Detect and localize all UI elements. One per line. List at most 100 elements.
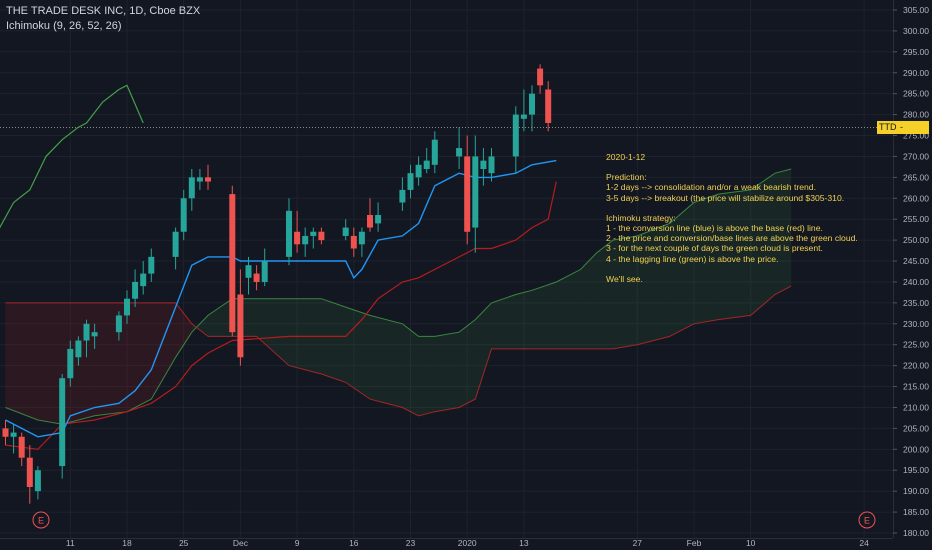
candle-up — [488, 148, 495, 182]
candle-body — [180, 198, 187, 232]
candle-body — [18, 436, 25, 458]
base-line — [5, 181, 557, 450]
candle-up — [67, 340, 74, 387]
candle-up — [407, 164, 414, 199]
price-tag-value: 277.76 — [879, 135, 907, 145]
candle-up — [399, 177, 406, 211]
candle-down — [253, 265, 260, 291]
candle-down — [237, 269, 244, 366]
candle-up — [83, 319, 90, 358]
candle-up — [124, 290, 130, 324]
y-tick-label: 295.00 — [903, 47, 929, 57]
candle-up — [512, 106, 519, 174]
y-tick-label: 200.00 — [903, 444, 929, 454]
candle-body — [75, 340, 82, 358]
earnings-marker-2[interactable]: E — [858, 511, 876, 529]
note-prediction-line-1: 1-2 days --> consolidation and/or a weak… — [606, 182, 816, 193]
y-tick-label: 230.00 — [903, 319, 929, 329]
time-axis[interactable] — [0, 538, 893, 550]
y-tick-label: 215.00 — [903, 382, 929, 392]
y-tick-label: 260.00 — [903, 193, 929, 203]
cloud-segment — [434, 332, 460, 412]
candle-body — [407, 173, 414, 190]
candle-body — [431, 139, 438, 165]
earnings-marker-2-label: E — [864, 516, 870, 526]
cloud-segment — [637, 223, 670, 345]
cloud-segment — [208, 298, 233, 337]
cloud-segment — [5, 302, 38, 421]
cloud-segment — [256, 298, 289, 366]
earnings-marker-1-label: E — [38, 516, 44, 526]
cloud-segment — [321, 298, 346, 383]
candle-down — [318, 227, 325, 245]
candle-up — [431, 131, 438, 174]
candle-down — [350, 227, 357, 257]
candle-up — [148, 248, 155, 282]
candle-body — [237, 294, 244, 358]
x-tick-label: 13 — [519, 538, 529, 548]
y-tick-label: 275.00 — [903, 131, 929, 141]
note-date: 2020-1-12 — [606, 152, 646, 162]
cloud-segment — [515, 290, 532, 349]
x-tick-label: 23 — [406, 538, 416, 548]
candle-up — [196, 168, 203, 190]
candle-body — [350, 235, 357, 249]
cloud-segment — [532, 281, 557, 349]
candle-down — [367, 198, 373, 232]
candle-body — [358, 231, 365, 245]
ichimoku-lines — [0, 84, 792, 450]
price-axis[interactable] — [893, 0, 932, 538]
cloud-segment — [491, 294, 516, 349]
candle-body — [415, 164, 422, 178]
candle-up — [520, 89, 527, 132]
y-tick-label: 210.00 — [903, 402, 929, 412]
candle-up — [59, 374, 66, 479]
candle-up — [115, 311, 122, 341]
earnings-marker-1[interactable]: E — [32, 511, 50, 529]
y-tick-label: 255.00 — [903, 214, 929, 224]
candle-body — [464, 156, 471, 232]
cloud-segment — [418, 336, 435, 416]
candle-body — [520, 114, 527, 119]
candle-up — [302, 227, 309, 257]
analysis-note: 2020-1-12 Prediction: 1-2 days --> consoli… — [606, 152, 858, 284]
candle-up — [91, 323, 98, 349]
candle-body — [34, 470, 41, 492]
candle-up — [34, 466, 41, 500]
indicator-label[interactable]: Ichimoku (9, 26, 52, 26) — [6, 20, 122, 32]
candle-body — [367, 215, 373, 228]
time-axis-ticks: 11 18 25 Dec 9 16 23 2020 13 27 Feb 10 24 — [66, 538, 869, 548]
price-tag-ticker: TTD — [879, 122, 897, 132]
candle-body — [188, 177, 195, 199]
candle-body — [545, 89, 552, 123]
price-axis-ticks: 180.00 185.00 190.00 195.00 200.00 205.00 210.… — [893, 5, 929, 538]
candle-body — [91, 332, 98, 337]
candle-down — [2, 420, 9, 446]
y-tick-label: 270.00 — [903, 151, 929, 161]
cloud-segment — [370, 315, 403, 408]
candle-up — [472, 135, 479, 253]
y-tick-label: 250.00 — [903, 235, 929, 245]
y-tick-label: 300.00 — [903, 26, 929, 36]
candle-up — [310, 227, 317, 249]
cloud-segment — [191, 315, 208, 337]
symbol-title[interactable]: THE TRADE DESK INC, 1D, Cboe BZX — [6, 5, 201, 17]
candle-up — [480, 148, 487, 186]
x-tick-label: Feb — [687, 538, 702, 548]
note-strategy-line-4: 4 - the lagging line (green) is above th… — [606, 253, 779, 264]
candle-up — [188, 168, 195, 211]
note-closing: We'll see. — [606, 273, 643, 284]
cloud-segment — [175, 302, 192, 358]
x-tick-label: 11 — [66, 538, 75, 548]
cloud-segment — [475, 302, 492, 400]
candle-body — [342, 227, 349, 236]
cloud-segment — [775, 168, 792, 295]
candle-body — [229, 194, 236, 333]
y-tick-label: 245.00 — [903, 256, 929, 266]
candle-body — [172, 231, 179, 257]
note-strategy-title: Ichimoku strategy: — [606, 212, 676, 223]
y-tick-label: 225.00 — [903, 340, 929, 350]
candle-body — [310, 231, 317, 236]
